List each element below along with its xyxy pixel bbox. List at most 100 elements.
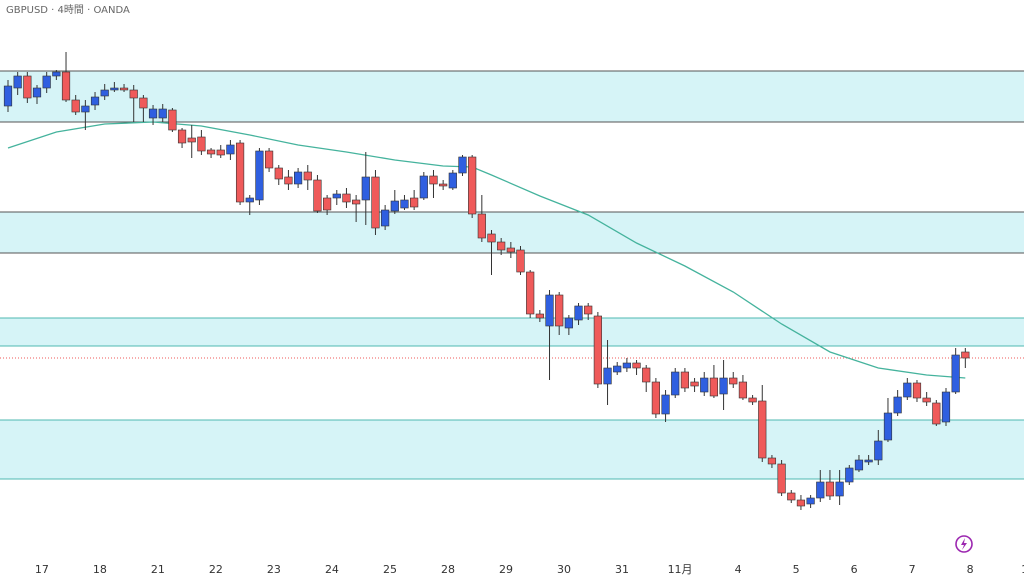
candle-body [874, 440, 883, 461]
candle-body [352, 199, 361, 205]
zone [0, 420, 1024, 479]
x-tick-label: 8 [967, 563, 974, 576]
zone [0, 212, 1024, 253]
candle-body [206, 149, 216, 155]
candle-body [52, 71, 61, 77]
candle-body [883, 412, 893, 441]
candle-body [429, 175, 438, 185]
candle-body [758, 400, 767, 459]
candle-body [274, 167, 283, 180]
candle-body [729, 377, 738, 385]
candle-body [671, 371, 680, 396]
candle-body [235, 142, 245, 203]
candle-body [825, 481, 835, 497]
candle-body [226, 144, 235, 155]
candle-body [332, 193, 341, 199]
candle-body [390, 200, 399, 212]
x-tick-label: 17 [35, 563, 49, 576]
candle-body [410, 197, 419, 208]
candle-body [381, 209, 390, 227]
candle-body [216, 149, 225, 156]
candle-body [632, 362, 641, 369]
candle-body [477, 213, 486, 239]
candle-body [593, 315, 602, 385]
candle-body [32, 87, 42, 98]
candle-body [497, 241, 506, 251]
candle-body [796, 499, 806, 507]
x-tick-label: 6 [851, 563, 858, 576]
candle-body [535, 313, 544, 319]
candle-body [13, 75, 22, 89]
candle-body [642, 367, 651, 383]
x-tick-label: 4 [735, 563, 742, 576]
candle-body [439, 183, 448, 187]
candle-body [603, 367, 612, 385]
candle-body [468, 156, 477, 215]
candle-body [584, 305, 593, 315]
candle-body [932, 402, 941, 425]
x-tick-label: 11 [1021, 563, 1024, 576]
x-tick-label: 22 [209, 563, 223, 576]
candle-body [961, 351, 970, 359]
x-tick-label: 11月 [668, 563, 693, 576]
candle-body [816, 481, 825, 499]
candle-body [922, 397, 931, 403]
candle-body [912, 382, 922, 399]
candle-body [419, 175, 428, 199]
x-tick-label: 18 [93, 563, 107, 576]
candle-body [293, 171, 303, 185]
candle-body [738, 381, 748, 399]
candle-body [893, 396, 902, 414]
candle-body [661, 394, 670, 415]
candle-body [458, 156, 467, 174]
candle-body [148, 108, 158, 119]
plot: 17 18 21 22 23 24 25 28 29 30 31 11月 4 5 6 7 8 11 [0, 52, 1024, 576]
x-tick-label: 30 [557, 563, 571, 576]
candle-body [361, 176, 370, 201]
candle-body [690, 381, 699, 387]
candle-body [177, 129, 187, 144]
x-tick-label: 28 [441, 563, 455, 576]
candle-body [168, 109, 177, 131]
candle-body [767, 457, 777, 465]
candle-body [158, 108, 167, 119]
candle-body [564, 317, 573, 329]
candle-body [516, 249, 525, 273]
candle-body [903, 382, 912, 398]
candle-body [787, 492, 796, 501]
candle-body [313, 179, 322, 212]
candle-body [303, 171, 312, 181]
moving-average [7, 121, 966, 379]
candle-body [371, 176, 380, 229]
x-tick-label: 5 [793, 563, 800, 576]
chart-title: GBPUSD · 4時間 · OANDA [6, 4, 130, 16]
candle-body [864, 459, 873, 463]
candle-body [555, 294, 564, 327]
x-tick-label: 25 [383, 563, 397, 576]
x-tick-label: 29 [499, 563, 513, 576]
candle-body [61, 71, 71, 101]
candle-body [400, 199, 409, 209]
lightning-icon[interactable] [955, 535, 973, 553]
x-tick-label: 31 [615, 563, 629, 576]
candle-body [284, 176, 293, 185]
candle-body [748, 397, 757, 403]
candle-body [23, 75, 32, 99]
candle-body [71, 99, 80, 113]
candle-body [951, 354, 960, 393]
candle-body [506, 247, 515, 253]
candle-body [526, 271, 535, 315]
candle-body [622, 362, 631, 369]
candle-body [119, 87, 129, 91]
candle-body [90, 96, 100, 106]
candle-body [835, 481, 844, 497]
candle-body [110, 87, 119, 91]
candle-body [187, 137, 196, 143]
candle-body [719, 377, 728, 395]
zone [0, 318, 1024, 346]
candle-body [854, 459, 864, 471]
x-tick-label: 21 [151, 563, 165, 576]
candle-body [264, 150, 274, 169]
candle-body [197, 136, 206, 152]
